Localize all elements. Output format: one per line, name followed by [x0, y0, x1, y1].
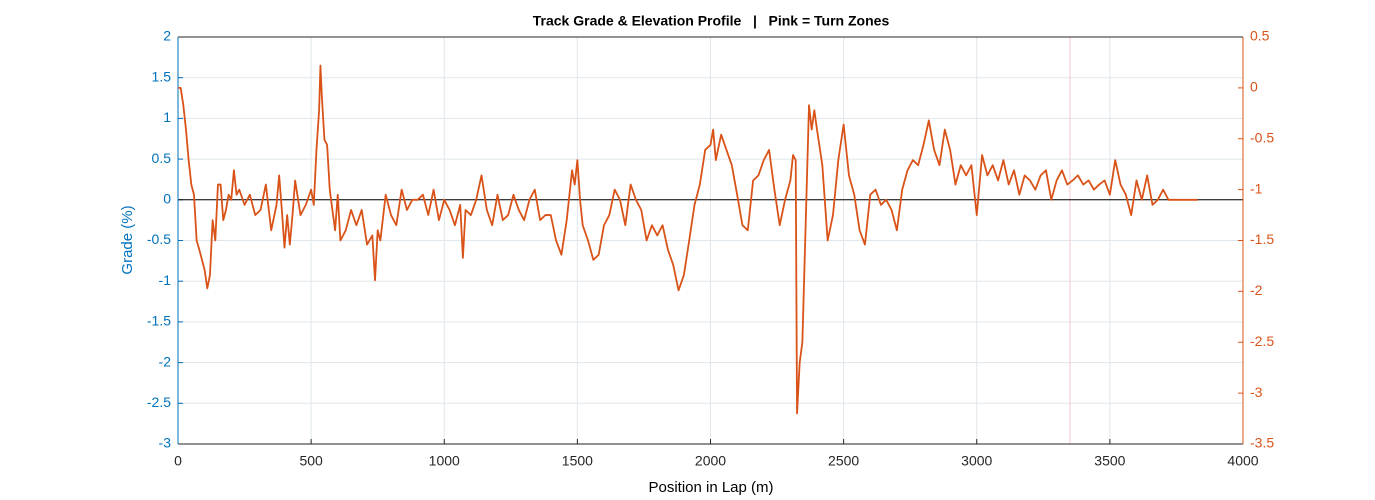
y2-tick-label: -2.5: [1250, 333, 1274, 349]
y2-tick-label: 0.5: [1250, 28, 1270, 44]
y2-tick-label: -1: [1250, 180, 1263, 196]
x-tick-label: 3000: [961, 453, 992, 469]
y2-tick-label: -3: [1250, 384, 1263, 400]
x-tick-label: 1000: [429, 453, 460, 469]
y-tick-label: 1: [163, 109, 171, 125]
y-tick-label: -2.5: [147, 394, 171, 410]
y2-tick-label: -0.5: [1250, 129, 1274, 145]
x-axis-label: Position in Lap (m): [648, 479, 773, 496]
y2-tick-label: 0: [1250, 79, 1258, 95]
y-tick-label: -2: [159, 353, 172, 369]
y-tick-label: -3: [159, 435, 172, 451]
y2-tick-label: -1.5: [1250, 231, 1274, 247]
x-tick-label: 0: [174, 453, 182, 469]
y-tick-label: -1.5: [147, 313, 171, 329]
x-tick-label: 3500: [1094, 453, 1125, 469]
y2-tick-label: -3.5: [1250, 435, 1274, 451]
y-tick-label: 1.5: [152, 68, 172, 84]
y-tick-label: 2: [163, 28, 171, 44]
series-line: [178, 64, 1198, 415]
y2-tick-label: -2: [1250, 282, 1263, 298]
y-tick-label: 0: [163, 191, 171, 207]
x-tick-label: 2500: [828, 453, 859, 469]
y-tick-label: -1: [159, 272, 172, 288]
y-tick-label: 0.5: [152, 150, 172, 166]
chart-title: Track Grade & Elevation Profile | Pink =…: [533, 13, 890, 29]
x-tick-label: 4000: [1227, 453, 1258, 469]
y-tick-label: -0.5: [147, 231, 171, 247]
x-tick-label: 500: [299, 453, 323, 469]
x-tick-label: 1500: [562, 453, 593, 469]
x-tick-label: 2000: [695, 453, 726, 469]
y-axis-label: Grade (%): [119, 205, 136, 274]
